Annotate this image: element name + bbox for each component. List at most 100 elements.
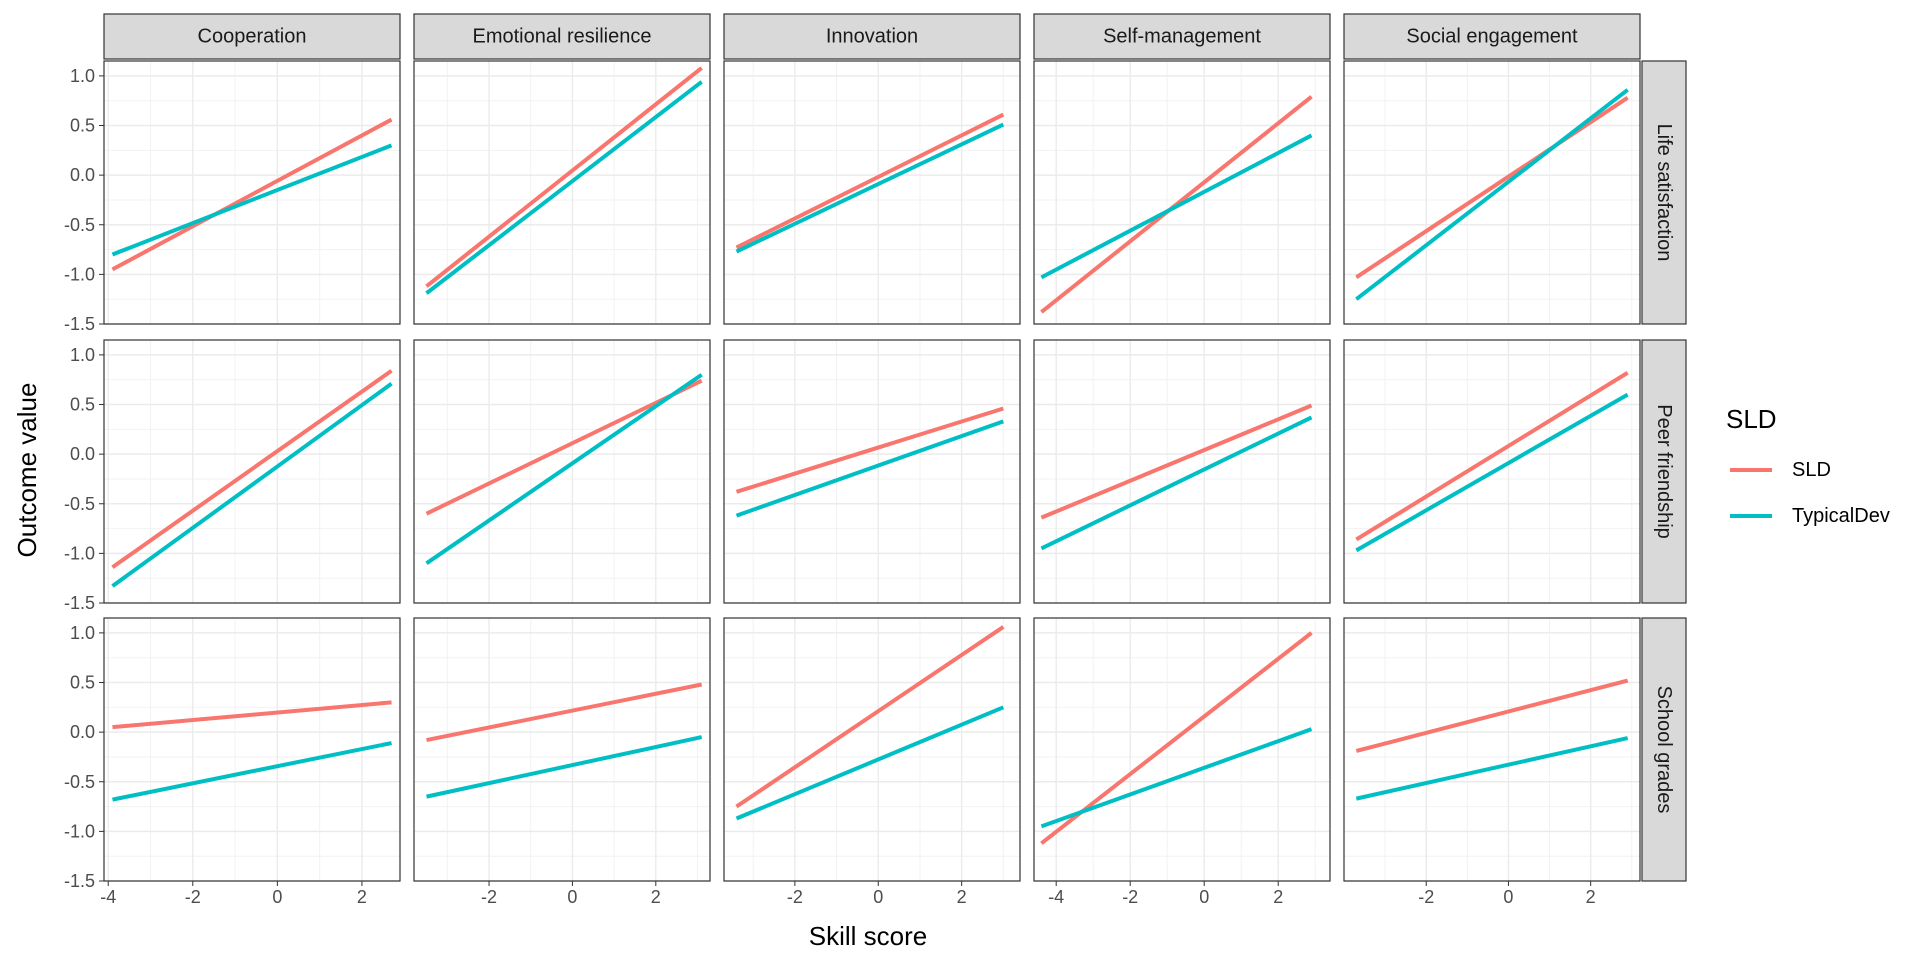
panel-border bbox=[1033, 60, 1331, 325]
column-strip-label-self-management: Self-management bbox=[1103, 26, 1261, 48]
series-line-sld bbox=[1355, 371, 1629, 542]
x-axis-title: Skill score bbox=[809, 921, 927, 951]
y-tick-label: -1.5 bbox=[64, 593, 95, 613]
series-line-typicaldev bbox=[112, 741, 392, 802]
column-strip-label-innovation: Innovation bbox=[826, 26, 918, 48]
series-line-sld bbox=[111, 369, 393, 569]
panel-background bbox=[724, 618, 1020, 881]
panel-background bbox=[104, 340, 400, 603]
series-line-typicaldev bbox=[425, 80, 703, 295]
row-strip-label-life-satisfaction: Life satisfaction bbox=[1653, 124, 1675, 262]
series-line-typicaldev bbox=[1040, 133, 1313, 280]
series-line-sld bbox=[111, 117, 393, 272]
column-strip-label-emotional-resilience: Emotional resilience bbox=[473, 26, 652, 48]
series-line-typicaldev bbox=[426, 735, 703, 799]
facet-panels: Life satisfaction 1.0 0.5 0.0 -0.5 -1.0 -1.5 Co… bbox=[64, 13, 1687, 907]
legend-label-typicaldev: TypicalDev bbox=[1792, 505, 1890, 527]
panel-border bbox=[1033, 617, 1331, 882]
x-tick-label: -2 bbox=[1122, 887, 1138, 907]
y-tick-label: -0.5 bbox=[64, 215, 95, 235]
y-tick-label: -1.0 bbox=[64, 264, 95, 284]
x-tick-label: -4 bbox=[1048, 887, 1064, 907]
panel-background bbox=[724, 61, 1020, 324]
row-strip-school-grades bbox=[1641, 617, 1687, 882]
series-line-sld bbox=[425, 378, 703, 516]
y-tick-label: -1.0 bbox=[64, 821, 95, 841]
legend: SLD SLD TypicalDev bbox=[1726, 404, 1890, 527]
y-tick-label: -1.5 bbox=[64, 871, 95, 891]
y-tick-label: 0.5 bbox=[70, 395, 95, 415]
panel-border bbox=[103, 60, 401, 325]
series-line-sld bbox=[112, 700, 392, 730]
series-line-sld bbox=[735, 406, 1004, 494]
panel-border bbox=[413, 617, 711, 882]
x-tick-label: 0 bbox=[1503, 887, 1513, 907]
panel-border bbox=[1343, 617, 1641, 882]
series-line-typicaldev bbox=[111, 382, 393, 588]
panel-background bbox=[1034, 618, 1330, 881]
y-tick-label: 0.0 bbox=[70, 165, 95, 185]
x-tick-label: -2 bbox=[481, 887, 497, 907]
panel-background bbox=[414, 61, 710, 324]
x-tick-label: -2 bbox=[1418, 887, 1434, 907]
series-line-sld bbox=[425, 66, 703, 288]
column-strip-innovation bbox=[723, 13, 1021, 60]
series-line-typicaldev bbox=[1040, 727, 1313, 829]
x-tick-label: 0 bbox=[272, 887, 282, 907]
row-strip-label-peer-friendship: Peer friendship bbox=[1653, 404, 1675, 539]
y-tick-label: -1.0 bbox=[64, 543, 95, 563]
series-line-typicaldev bbox=[1355, 392, 1629, 553]
column-strip-emotional-resilience bbox=[413, 13, 711, 60]
series-line-sld bbox=[1355, 96, 1629, 280]
y-tick-label: 0.0 bbox=[70, 722, 95, 742]
column-strip-self-management bbox=[1033, 13, 1331, 60]
x-tick-label: 2 bbox=[357, 887, 367, 907]
column-strip-social-engagement bbox=[1343, 13, 1641, 60]
panel-border bbox=[1033, 339, 1331, 604]
series-line-typicaldev bbox=[735, 419, 1004, 518]
x-tick-label: 0 bbox=[567, 887, 577, 907]
series-line-sld bbox=[735, 112, 1005, 250]
series-line-sld bbox=[735, 625, 1005, 809]
y-tick-label: -1.5 bbox=[64, 314, 95, 334]
series-line-typicaldev bbox=[735, 705, 1005, 821]
x-tick-label: 2 bbox=[1586, 887, 1596, 907]
panel-background bbox=[1034, 340, 1330, 603]
x-tick-label: 2 bbox=[957, 887, 967, 907]
row-strip-life-satisfaction bbox=[1641, 60, 1687, 325]
series-line-typicaldev bbox=[111, 143, 393, 257]
y-tick-label: -0.5 bbox=[64, 494, 95, 514]
x-tick-label: 0 bbox=[873, 887, 883, 907]
panel-border bbox=[413, 339, 711, 604]
panel-border bbox=[1343, 339, 1641, 604]
column-strip-label-social-engagement: Social engagement bbox=[1406, 26, 1578, 48]
x-tick-label: 2 bbox=[651, 887, 661, 907]
y-tick-label: 1.0 bbox=[70, 345, 95, 365]
y-tick-label: 1.0 bbox=[70, 623, 95, 643]
series-line-sld bbox=[1040, 403, 1313, 520]
y-tick-label: 1.0 bbox=[70, 66, 95, 86]
column-strip-cooperation bbox=[103, 13, 401, 60]
panel-border bbox=[103, 617, 401, 882]
panel-background bbox=[724, 340, 1020, 603]
series-line-typicaldev bbox=[735, 122, 1005, 254]
legend-title: SLD bbox=[1726, 404, 1777, 434]
x-tick-label: 2 bbox=[1273, 887, 1283, 907]
row-strip-label-school-grades: School grades bbox=[1653, 686, 1675, 814]
series-line-typicaldev bbox=[1040, 415, 1313, 551]
panel-border bbox=[723, 617, 1021, 882]
series-line-typicaldev bbox=[425, 373, 703, 565]
panel-border bbox=[723, 339, 1021, 604]
series-line-sld bbox=[426, 682, 703, 743]
x-tick-label: -4 bbox=[100, 887, 116, 907]
panel-border bbox=[1343, 60, 1641, 325]
series-line-typicaldev bbox=[1355, 88, 1629, 301]
x-tick-label: -2 bbox=[787, 887, 803, 907]
x-tick-label: -2 bbox=[185, 887, 201, 907]
panel-border bbox=[103, 339, 401, 604]
panel-border bbox=[413, 60, 711, 325]
y-tick-label: 0.5 bbox=[70, 673, 95, 693]
y-axis-title: Outcome value bbox=[12, 383, 42, 558]
y-tick-label: 0.5 bbox=[70, 116, 95, 136]
